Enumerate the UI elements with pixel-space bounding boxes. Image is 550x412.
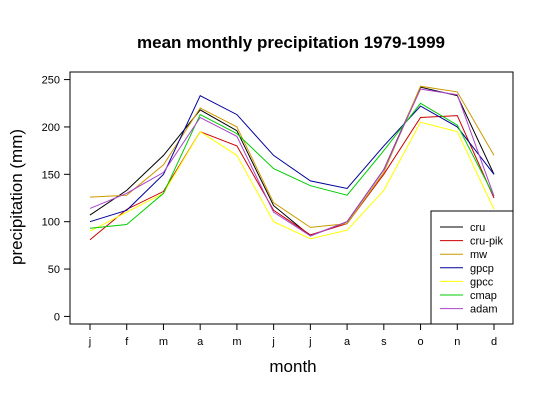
axis-layer: j f m a m j j a s o n d 0 50 100 150 200 250 — [42, 75, 497, 348]
series-line-cru — [89, 86, 495, 237]
plot-frame — [69, 71, 514, 325]
x-tick-label: a — [344, 336, 351, 348]
series-layer — [89, 85, 495, 241]
y-tick-label: 150 — [42, 169, 60, 181]
series-line-cmap — [89, 102, 495, 229]
legend-label-adam: adam — [470, 304, 498, 316]
x-tick-label: o — [417, 336, 423, 348]
legend-label-mw: mw — [470, 249, 487, 261]
legend-label-gpcp: gpcp — [470, 263, 494, 275]
legend-label-cru-pik: cru-pik — [470, 236, 504, 248]
x-tick-label: m — [232, 336, 241, 348]
legend-label-cmap: cmap — [470, 290, 497, 302]
chart-title: mean monthly precipitation 1979-1999 — [137, 33, 445, 52]
y-axis-label: precipitation (mm) — [7, 129, 26, 265]
series-line-gpcp — [89, 95, 495, 223]
x-tick-label: a — [197, 336, 204, 348]
series-line-adam — [89, 88, 495, 237]
series-line-gpcc — [89, 121, 495, 240]
x-tick-label: j — [271, 336, 274, 348]
y-tick-label: 50 — [48, 264, 60, 276]
legend-label-gpcc: gpcc — [470, 276, 494, 288]
x-tick-label: m — [159, 336, 168, 348]
x-tick-label: s — [381, 336, 387, 348]
y-tick-label: 200 — [42, 122, 60, 134]
x-tick-label: j — [88, 336, 91, 348]
x-tick-label: f — [125, 336, 129, 348]
y-tick-label: 0 — [54, 311, 60, 323]
x-tick-label: n — [454, 336, 460, 348]
series-line-mw — [89, 85, 495, 228]
x-axis-label: month — [269, 357, 316, 376]
x-tick-label: d — [491, 336, 497, 348]
series-line-cru-pik — [89, 115, 495, 241]
x-tick-label: j — [308, 336, 311, 348]
y-tick-label: 100 — [42, 217, 60, 229]
y-tick-label: 250 — [42, 75, 60, 87]
legend-label-cru: cru — [470, 222, 485, 234]
